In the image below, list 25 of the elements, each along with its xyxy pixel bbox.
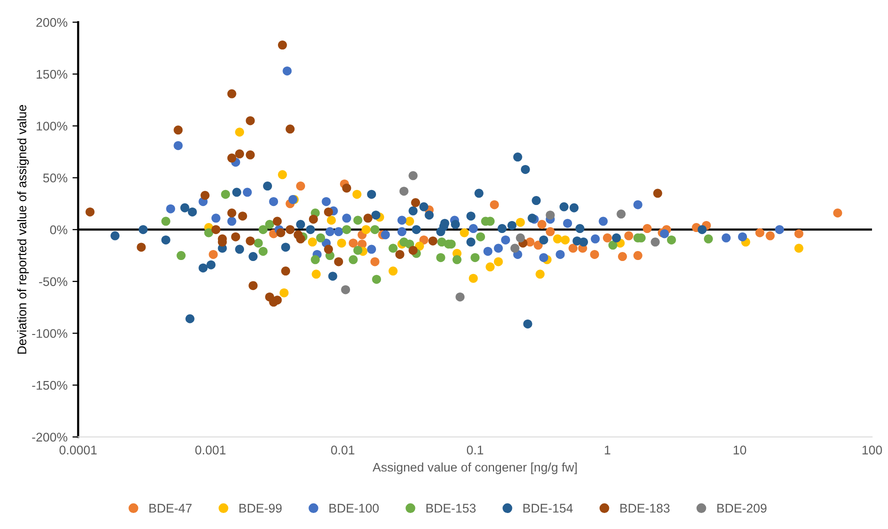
x-tick-label: 0.0001 bbox=[60, 446, 97, 454]
y-axis-title: Deviation of reported value of assigned value bbox=[17, 105, 29, 354]
legend-label: BDE-209 bbox=[717, 504, 766, 513]
x-tick-label: 0.1 bbox=[466, 446, 484, 454]
y-tick-label: 150% bbox=[36, 70, 68, 79]
x-axis-title: Assigned value of congener [ng/g fw] bbox=[372, 462, 577, 474]
x-tick-label: 0.001 bbox=[195, 446, 226, 454]
legend-label: BDE-183 bbox=[620, 504, 670, 513]
x-tick-label: 0.01 bbox=[331, 446, 354, 454]
y-tick-label: -200% bbox=[32, 432, 68, 442]
y-tick-label: -150% bbox=[32, 380, 68, 390]
legend-label: BDE-154 bbox=[523, 504, 573, 513]
legend-label: BDE-153 bbox=[426, 504, 476, 513]
legend-label: BDE-47 bbox=[149, 504, 192, 513]
y-tick-label: -100% bbox=[32, 329, 68, 338]
y-tick-label: -50% bbox=[39, 277, 68, 286]
y-tick-label: 50% bbox=[43, 174, 68, 182]
y-tick-label: 0% bbox=[50, 225, 68, 234]
x-tick-label: 100 bbox=[862, 446, 882, 454]
legend-label: BDE-99 bbox=[239, 504, 282, 513]
x-tick-label: 10 bbox=[734, 446, 746, 454]
y-tick-label: 100% bbox=[36, 122, 68, 131]
legend-label: BDE-100 bbox=[329, 504, 379, 513]
y-tick-label: 200% bbox=[36, 18, 68, 27]
x-tick-label: 1 bbox=[604, 446, 610, 454]
